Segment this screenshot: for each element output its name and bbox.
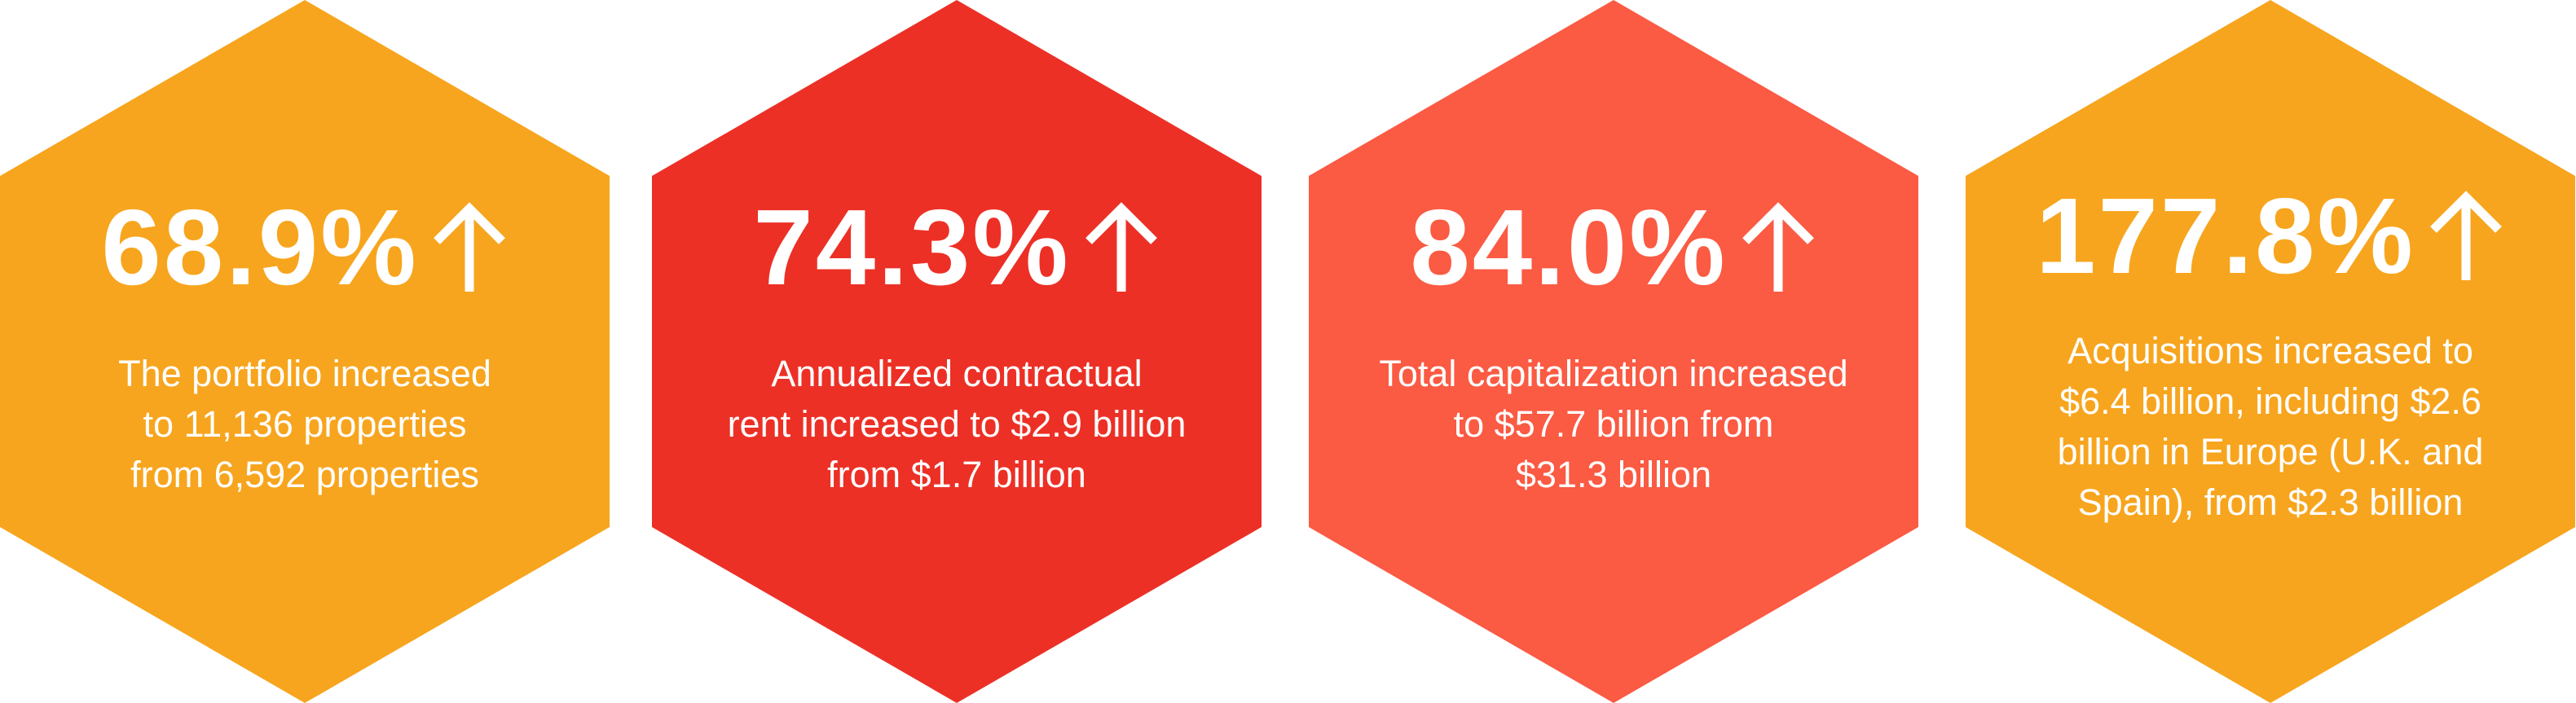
stat-description-line: The portfolio increased — [118, 353, 491, 394]
arrow-up-icon — [1742, 202, 1814, 292]
stat-description-line: rent increased to $2.9 billion — [727, 403, 1187, 445]
stat-value: 84.0% — [1410, 187, 1728, 307]
stat-description-line: from 6,592 properties — [130, 454, 479, 495]
stat-content: 68.9% The portfolio increased to 11,136 … — [49, 194, 561, 500]
stat-content: 74.3% Annualized contractual rent increa… — [701, 194, 1213, 500]
stat-description-line: Spain), from $2.3 billion — [2077, 481, 2464, 523]
stat-value: 177.8% — [2036, 176, 2415, 296]
arrow-up-icon — [1085, 202, 1157, 292]
hexagon-shape — [652, 0, 1262, 703]
hexagon-shape — [1966, 0, 2575, 703]
stat-content: 84.0% Total capitalization increased to … — [1358, 194, 1869, 500]
stat-metric: 84.0% — [1358, 194, 1869, 301]
stat-metric: 74.3% — [701, 194, 1213, 301]
stat-description: Acquisitions increased to $6.4 billion, … — [2015, 326, 2526, 528]
arrow-up-icon — [433, 202, 505, 292]
stat-description-line: from $1.7 billion — [827, 454, 1086, 495]
hexagon-shape — [0, 0, 610, 703]
stat-metric: 68.9% — [49, 194, 561, 301]
stat-description: Annualized contractual rent increased to… — [701, 349, 1213, 500]
hexagon-shape — [1309, 0, 1918, 703]
stat-content: 177.8% Acquisitions increased to $6.4 bi… — [2015, 182, 2526, 528]
stat-description-line: $31.3 billion — [1515, 454, 1712, 495]
stat-hexagon-capitalization: 84.0% Total capitalization increased to … — [1309, 0, 1918, 703]
stat-metric: 177.8% — [2015, 182, 2526, 290]
stat-value: 68.9% — [101, 187, 419, 307]
stat-description-line: billion in Europe (U.K. and — [2057, 431, 2484, 472]
stat-value: 74.3% — [753, 187, 1071, 307]
stat-description-line: Annualized contractual — [771, 353, 1143, 394]
stat-description-line: to $57.7 billion from — [1453, 403, 1774, 445]
stat-hexagon-portfolio: 68.9% The portfolio increased to 11,136 … — [0, 0, 610, 703]
stat-hexagon-rent: 74.3% Annualized contractual rent increa… — [652, 0, 1262, 703]
stat-description-line: $6.4 billion, including $2.6 — [2059, 380, 2481, 422]
stat-description: The portfolio increased to 11,136 proper… — [49, 349, 561, 500]
stat-hexagon-acquisitions: 177.8% Acquisitions increased to $6.4 bi… — [1966, 0, 2575, 703]
stat-description-line: to 11,136 properties — [143, 403, 467, 445]
arrow-up-icon — [2429, 191, 2502, 280]
stat-description: Total capitalization increased to $57.7 … — [1358, 349, 1869, 500]
stat-description-line: Total capitalization increased — [1379, 353, 1848, 394]
stat-description-line: Acquisitions increased to — [2067, 330, 2473, 371]
